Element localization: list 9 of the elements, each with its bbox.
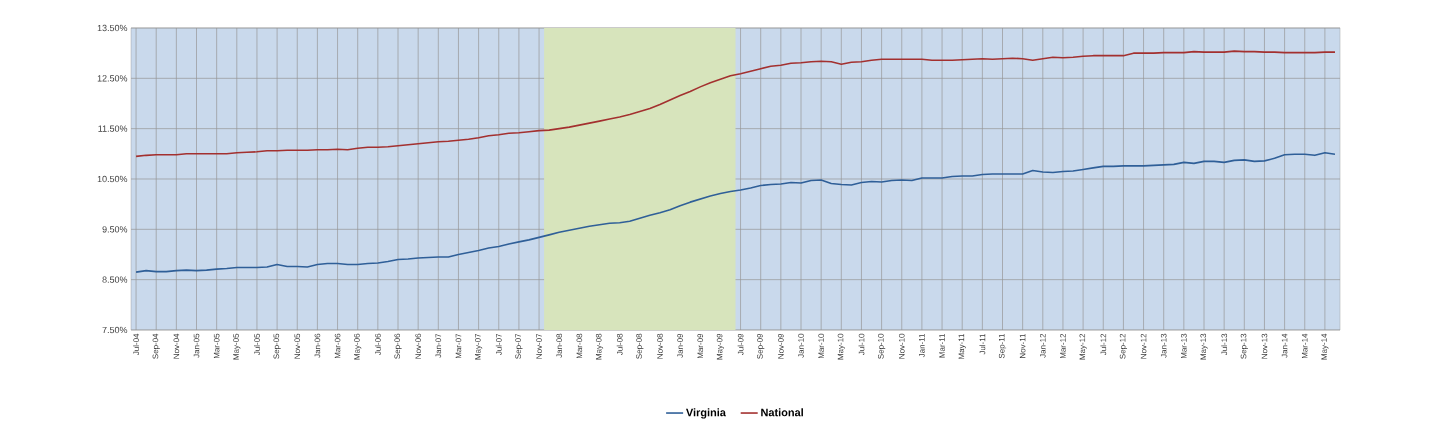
legend-label: Virginia [685,408,726,419]
y-tick-label: 13.50% [97,24,128,32]
y-tick-label: 11.50% [98,125,128,132]
y-tick-label: 10.50% [97,175,128,183]
y-tick-label: 9.50% [102,226,128,233]
y-tick-label: 7.50% [102,326,128,334]
y-tick-label: 12.50% [97,75,128,82]
legend-label: National [761,408,803,417]
y-tick-label: 8.50% [102,276,128,283]
